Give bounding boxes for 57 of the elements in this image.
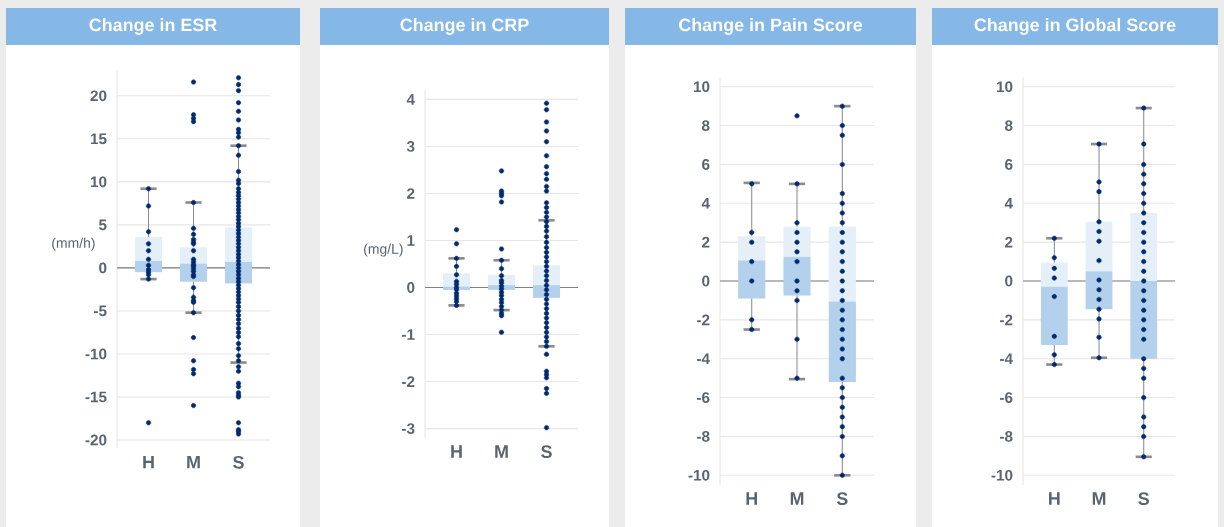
x-tick-label: M	[187, 455, 200, 469]
x-tick-label: H	[1049, 492, 1060, 505]
y-tick-label: 2	[1005, 236, 1013, 248]
y-tick-label: -4	[697, 353, 710, 364]
x-tick-label: M	[1092, 492, 1106, 505]
y-tick-label: 3	[406, 141, 415, 152]
y-tick-label: 0	[1005, 275, 1013, 287]
y-tick-label: 6	[1005, 159, 1013, 170]
x-tick-label: H	[746, 492, 757, 505]
x-tick-label: M	[790, 492, 804, 505]
y-tick-label: -2	[1000, 314, 1013, 326]
y-tick-label: -1	[402, 329, 415, 340]
y-tick-label: 0	[407, 282, 415, 293]
x-tick-label: S	[836, 492, 848, 506]
y-tick-label: -6	[1000, 392, 1013, 403]
y-tick-label: 4	[406, 94, 415, 105]
x-tick-label: H	[451, 445, 462, 458]
y-tick-label: 10	[90, 176, 107, 188]
y-tick-label: 20	[90, 90, 107, 102]
chart-title: Change in Pain Score	[679, 18, 863, 35]
y-tick-label: -6	[697, 392, 710, 403]
y-tick-label: -5	[94, 305, 107, 317]
chart-title: Change in CRP	[400, 18, 529, 35]
y-tick-label: 5	[98, 219, 107, 231]
x-tick-label: M	[495, 445, 508, 458]
y-tick-label: 0	[702, 275, 710, 287]
y-tick-label: -10	[991, 469, 1013, 481]
y-tick-label: 10	[996, 81, 1013, 93]
y-axis-title: (mm/h)	[52, 237, 95, 251]
y-tick-label: -3	[402, 423, 415, 435]
y-tick-label: -8	[1000, 431, 1013, 442]
chart-title: Change in ESR	[89, 18, 217, 35]
y-tick-label: -8	[697, 431, 710, 442]
y-tick-label: 4	[1004, 198, 1013, 209]
y-tick-label: -10	[688, 469, 710, 481]
x-tick-label: S	[1138, 492, 1150, 506]
y-tick-label: 8	[701, 120, 710, 131]
y-tick-label: 2	[702, 236, 710, 248]
y-tick-label: 8	[1005, 120, 1013, 131]
y-tick-label: -4	[1000, 353, 1013, 364]
y-tick-label: -15	[85, 391, 107, 403]
y-tick-label: -10	[85, 348, 107, 360]
y-tick-label: 10	[693, 81, 710, 93]
y-tick-label: 0	[99, 262, 107, 274]
y-tick-label: -20	[85, 434, 107, 446]
y-tick-label: 6	[702, 159, 710, 170]
x-tick-label: S	[233, 455, 244, 469]
y-axis-title: (mg/L)	[364, 243, 403, 257]
y-tick-label: 15	[90, 133, 107, 145]
y-tick-label: 1	[407, 235, 415, 246]
x-tick-label: S	[541, 445, 552, 459]
chart-title: Change in Global Score	[974, 18, 1176, 35]
y-tick-label: 4	[701, 198, 710, 209]
y-tick-label: 2	[407, 188, 415, 199]
y-tick-label: -2	[697, 314, 710, 326]
y-tick-label: -2	[402, 376, 415, 387]
x-tick-label: H	[143, 455, 154, 469]
